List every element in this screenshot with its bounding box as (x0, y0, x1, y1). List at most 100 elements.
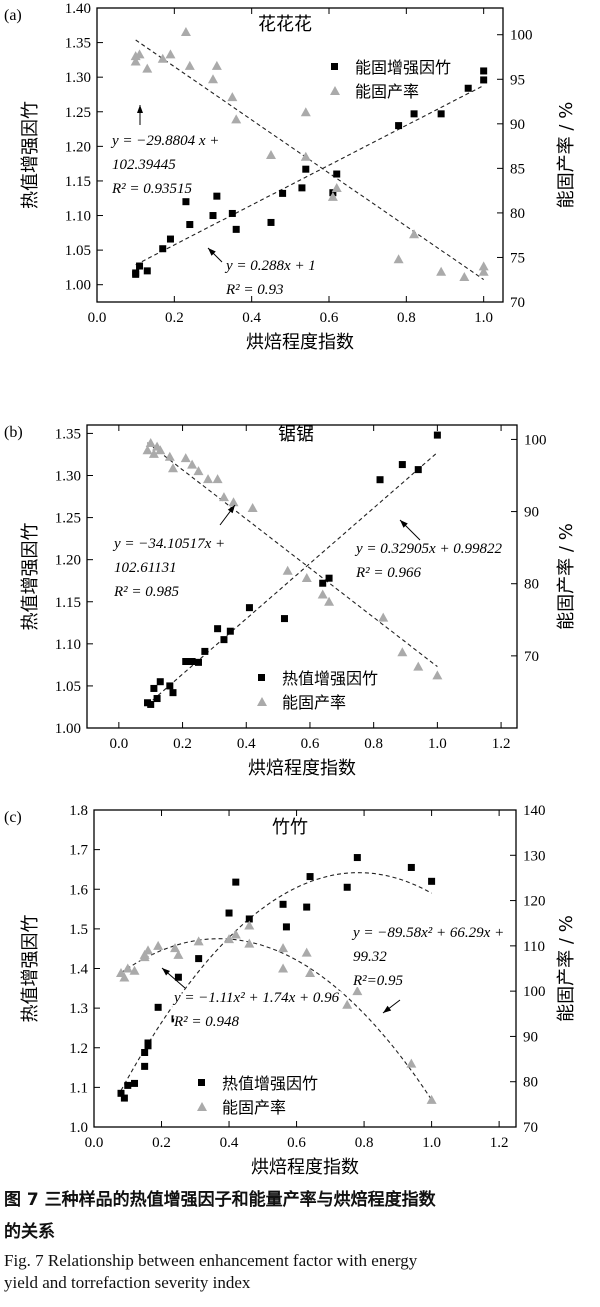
marker-triangle (119, 972, 130, 982)
y-left-tick-label: 1.05 (65, 243, 91, 259)
caption-en-line2: yield and torrefaction severity index (4, 1273, 251, 1292)
fit-label: 99.32 (353, 949, 387, 965)
marker-square (333, 170, 341, 178)
marker-triangle (122, 963, 133, 973)
y-left-tick-label: 1.10 (55, 637, 81, 653)
marker-triangle (143, 945, 154, 955)
y-left-tick-label: 1.20 (55, 553, 81, 569)
marker-triangle (393, 254, 404, 264)
marker-square (232, 878, 240, 886)
fit-label: R²=0.95 (352, 973, 404, 989)
y-left-tick-label: 1.8 (69, 803, 88, 819)
x-tick-label: 0.6 (320, 310, 339, 326)
y-left-tick-label: 1.30 (65, 70, 91, 86)
x-axis-title: 烘焙程度指数 (251, 1157, 359, 1178)
y-left-axis-title: 热值增强因竹 (20, 915, 41, 1023)
panel-label: (a) (4, 7, 22, 24)
y-right-tick-label: 75 (510, 250, 525, 266)
marker-triangle (300, 107, 311, 117)
marker-triangle (164, 451, 175, 461)
marker-square (141, 1062, 149, 1070)
legend-label: 热值增强因竹 (222, 1074, 318, 1093)
marker-triangle (352, 986, 363, 996)
fit-arrowhead (227, 505, 235, 514)
panel-title: 锯锯 (278, 424, 314, 445)
chart-panel-a: 0.0 0.2 0.4 0.6 0.8 1.0 1.00 1.05 1.10 1.15 1.20 1.… (4, 1, 577, 353)
y-right-tick-label: 80 (510, 206, 525, 222)
chart-panel-b: 0.0 0.2 0.4 0.6 0.8 1.0 1.2 1.00 1.05 1.10 1.15 1.2… (4, 424, 577, 779)
fit-label: y = −34.10517x + (112, 536, 225, 552)
y-right-tick-label: 100 (510, 28, 533, 44)
marker-triangle (145, 438, 156, 448)
marker-square (174, 973, 182, 981)
marker-triangle (193, 466, 204, 476)
marker-triangle (459, 272, 470, 282)
marker-triangle (432, 670, 443, 680)
marker-triangle (266, 150, 276, 159)
y-left-tick-label: 1.25 (65, 105, 91, 121)
fit-line-squares (135, 85, 484, 266)
x-tick-label: 0.8 (397, 310, 416, 326)
y-left-tick-label: 1.05 (55, 679, 81, 695)
fit-label: R² = 0.966 (355, 565, 422, 581)
marker-square (480, 76, 488, 84)
marker-square (306, 873, 314, 881)
marker-square (325, 574, 333, 582)
panel-title: 花花花 (258, 14, 312, 35)
marker-square (414, 466, 422, 474)
marker-triangle (278, 943, 289, 953)
marker-square (214, 625, 222, 633)
fit-label: 102.39445 (112, 157, 176, 173)
marker-triangle (282, 565, 293, 575)
marker-square (376, 476, 384, 484)
marker-square (153, 695, 161, 703)
marker-triangle (436, 266, 447, 276)
marker-square (132, 270, 140, 278)
legend-triangle-swatch (197, 1102, 207, 1111)
marker-square (195, 955, 203, 963)
y-right-tick-label: 80 (524, 577, 539, 593)
fit-line-triangles (120, 938, 433, 1101)
marker-square (343, 883, 351, 891)
caption-chinese: 图 7 三种样品的热值增强因子和能量产率与烘焙程度指数 的关系 (4, 1184, 596, 1248)
marker-square (232, 225, 240, 233)
marker-triangle (218, 492, 229, 502)
marker-triangle (378, 612, 389, 622)
marker-square (166, 682, 174, 690)
marker-triangle (211, 60, 222, 70)
marker-square (433, 431, 441, 439)
legend-triangle-swatch (257, 697, 267, 706)
marker-square (124, 1081, 132, 1089)
marker-square (209, 212, 217, 220)
legend-triangle-swatch (330, 86, 340, 95)
x-tick-label: 0.6 (287, 1135, 306, 1151)
fit-label: y = −1.11x² + 1.74x + 0.96 (172, 990, 340, 1006)
marker-square (245, 604, 253, 612)
marker-triangle (208, 74, 218, 84)
y-right-axis-title: 能固产率 / % (556, 102, 577, 209)
panel-label: (c) (4, 809, 22, 826)
marker-square (159, 245, 167, 253)
marker-square (201, 647, 209, 655)
marker-triangle (342, 999, 353, 1009)
marker-triangle (301, 572, 312, 582)
y-right-tick-label: 85 (510, 161, 525, 177)
marker-square (213, 192, 221, 200)
x-tick-label: 1.2 (492, 736, 511, 752)
y-right-tick-label: 70 (510, 295, 525, 311)
x-tick-label: 0.2 (152, 1135, 171, 1151)
marker-square (131, 1079, 139, 1087)
marker-triangle (426, 1094, 437, 1104)
marker-triangle (157, 53, 168, 63)
x-tick-label: 0.6 (301, 736, 320, 752)
fit-label: 102.61131 (114, 560, 177, 576)
marker-square (280, 615, 288, 623)
marker-triangle (305, 968, 316, 978)
y-left-axis-title: 热值增强因竹 (20, 101, 41, 209)
x-tick-label: 0.2 (173, 736, 192, 752)
x-axis-title: 烘焙程度指数 (248, 758, 356, 779)
y-left-tick-label: 1.1 (69, 1080, 88, 1096)
marker-square (182, 198, 190, 206)
y-right-tick-label: 120 (523, 894, 546, 910)
marker-triangle (247, 502, 258, 512)
